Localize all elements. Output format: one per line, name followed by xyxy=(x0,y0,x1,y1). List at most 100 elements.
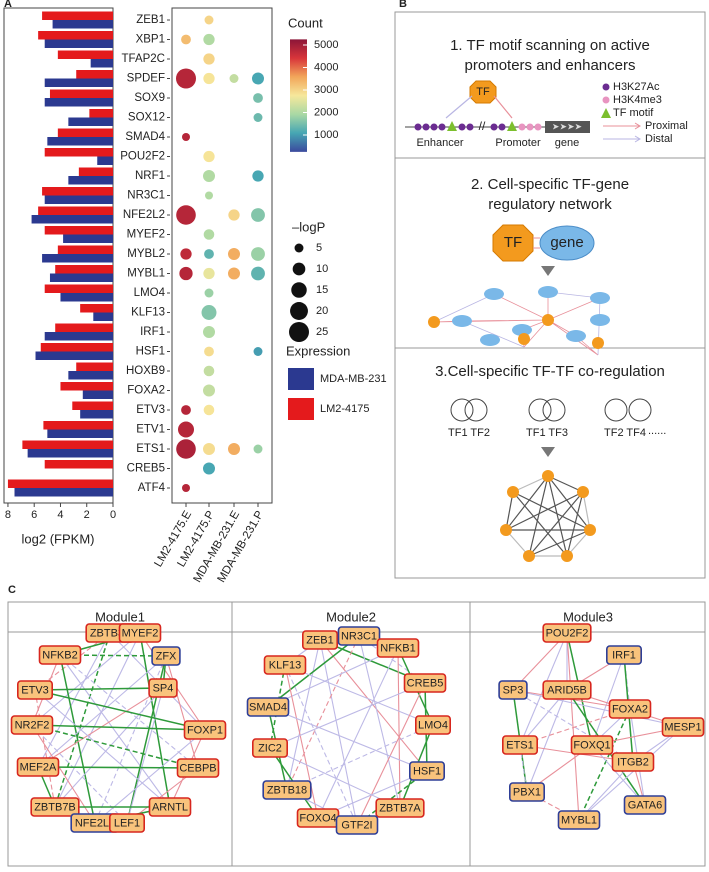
network-edge xyxy=(269,747,401,809)
node-label: GTF2I xyxy=(341,819,372,831)
network-edge xyxy=(34,689,56,808)
bar xyxy=(89,109,113,118)
dot xyxy=(251,266,265,281)
network-edge xyxy=(94,655,167,824)
category-label: ETS1 xyxy=(136,443,165,455)
bar xyxy=(27,449,114,458)
size-legend-dot xyxy=(292,262,306,276)
node-label: CREB5 xyxy=(407,677,444,689)
bar xyxy=(55,323,113,332)
size-legend-label: 25 xyxy=(316,326,328,338)
network-edge xyxy=(267,706,428,772)
network-node xyxy=(414,715,451,735)
node-label: ZFX xyxy=(156,650,177,662)
colorbar-label: 3000 xyxy=(314,84,338,96)
node-label: PBX1 xyxy=(513,786,541,798)
x-tick-label: 8 xyxy=(5,509,11,521)
network-edge xyxy=(358,635,401,809)
network-edge xyxy=(319,639,358,826)
arrowhead xyxy=(541,447,555,457)
category-label: LMO4 xyxy=(134,287,166,299)
region-label: Promoter xyxy=(495,137,541,149)
legend-label: H3K27Ac xyxy=(613,81,660,93)
network-edge xyxy=(54,687,164,808)
step-title: 3.Cell-specific TF-TF co-regulation xyxy=(435,363,665,380)
bar xyxy=(22,440,113,449)
bar xyxy=(44,460,113,469)
dot xyxy=(252,170,264,182)
venn-icons xyxy=(450,398,652,422)
category-label: HOXB9 xyxy=(126,365,165,377)
node-label: SMAD4 xyxy=(249,701,287,713)
category-label: CREB5 xyxy=(127,463,165,475)
network-node xyxy=(176,758,220,778)
bar xyxy=(76,70,113,79)
colorbar-label: 5000 xyxy=(314,39,338,51)
network-edge xyxy=(286,724,434,791)
network-node xyxy=(611,752,655,772)
network-edge xyxy=(37,766,199,769)
legend-label: H3K4me3 xyxy=(613,94,662,106)
dot xyxy=(204,346,214,357)
network-node xyxy=(557,810,601,830)
bar xyxy=(49,273,113,282)
network-node xyxy=(10,715,54,735)
network-edge xyxy=(317,647,399,819)
bar xyxy=(68,371,113,380)
network-node xyxy=(38,645,82,665)
bar xyxy=(68,117,113,126)
legend-swatch xyxy=(288,398,314,420)
plot-frame xyxy=(171,7,273,504)
dot xyxy=(253,347,263,356)
network-edge xyxy=(34,689,171,808)
dot xyxy=(205,191,213,200)
dot xyxy=(203,365,215,377)
panel-frame xyxy=(7,601,706,867)
network-node xyxy=(30,797,80,817)
network-edge xyxy=(267,635,360,708)
legend-label: Distal xyxy=(645,133,673,145)
node-label: FOXO4 xyxy=(299,812,336,824)
dot xyxy=(203,443,215,455)
dot xyxy=(228,267,240,280)
network-edge xyxy=(37,655,167,768)
network-edge xyxy=(31,724,206,731)
category-label: SPDEF xyxy=(127,73,165,85)
bar xyxy=(44,39,113,48)
bar xyxy=(57,245,113,254)
bar xyxy=(68,176,113,185)
network-edge xyxy=(286,635,360,791)
category-label: KLF13 xyxy=(131,307,165,319)
size-legend-label: 15 xyxy=(316,284,328,296)
legend-label: MDA-MB-231 xyxy=(320,373,387,385)
panel-label: B xyxy=(399,0,407,10)
network-edge xyxy=(31,724,199,769)
dot xyxy=(203,462,215,475)
size-legend-dot xyxy=(291,282,307,298)
dot xyxy=(251,247,265,261)
dot xyxy=(203,404,215,416)
network-edge xyxy=(126,687,164,824)
pair-label: TF1 TF3 xyxy=(526,427,568,439)
network-edge xyxy=(59,654,96,824)
bar xyxy=(38,31,113,40)
tf-label: TF xyxy=(504,234,522,251)
region-label: gene xyxy=(555,137,579,149)
node-label: HSF1 xyxy=(413,765,441,777)
dot xyxy=(228,209,240,221)
category-label: FOXA2 xyxy=(127,385,165,397)
svg-text:➤➤➤➤: ➤➤➤➤ xyxy=(552,121,583,131)
dot xyxy=(203,150,215,163)
dot xyxy=(179,266,193,281)
network-node xyxy=(376,638,420,658)
node-label: ZEB1 xyxy=(306,634,334,646)
dot xyxy=(203,267,215,280)
ellipsis: ...... xyxy=(648,425,666,437)
dot xyxy=(203,33,215,46)
distal-arrow xyxy=(445,95,473,119)
node-label: ARNTL xyxy=(152,801,188,813)
dot xyxy=(203,170,215,182)
network-edge xyxy=(34,687,164,691)
node-label: LEF1 xyxy=(114,817,140,829)
network-node xyxy=(16,680,54,700)
